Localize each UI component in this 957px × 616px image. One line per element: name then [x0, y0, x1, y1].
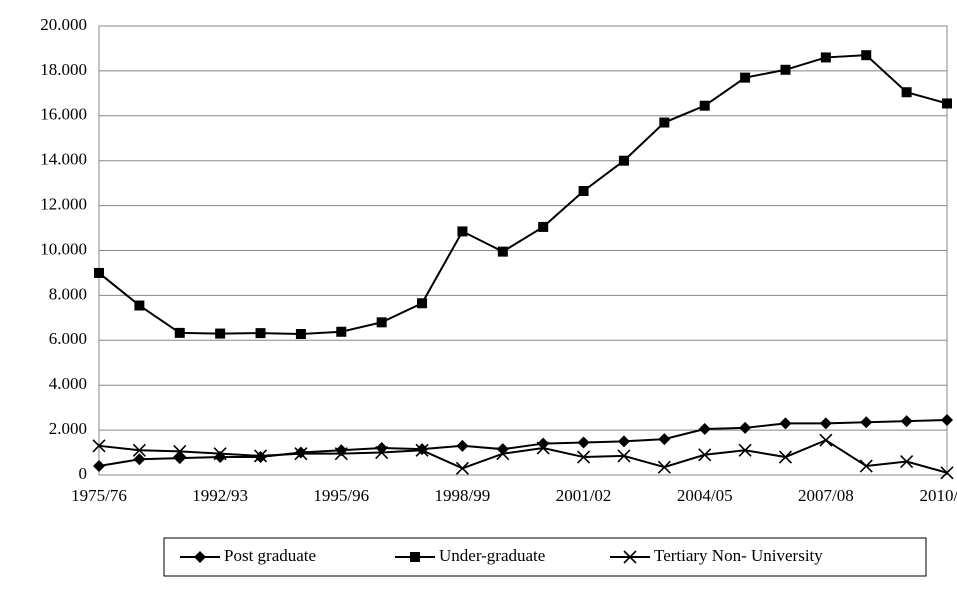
marker — [215, 328, 226, 339]
marker — [577, 436, 590, 449]
marker — [417, 298, 428, 309]
marker — [94, 267, 104, 278]
x-tick-label: 2007/08 — [798, 486, 854, 505]
marker — [901, 87, 912, 98]
marker — [860, 416, 873, 429]
marker — [415, 443, 429, 457]
marker — [134, 300, 145, 311]
marker — [780, 64, 791, 75]
marker — [900, 454, 914, 469]
marker — [496, 443, 509, 456]
marker — [410, 552, 420, 562]
marker — [740, 72, 751, 83]
series-line — [98, 418, 948, 468]
y-tick-label: 0 — [79, 464, 88, 483]
marker — [537, 437, 550, 450]
marker — [92, 439, 106, 453]
legend-box — [163, 537, 927, 577]
marker — [456, 439, 469, 452]
plot-border — [98, 25, 948, 476]
marker — [618, 155, 629, 166]
marker — [294, 447, 308, 461]
y-tick-label: 16.000 — [40, 105, 87, 124]
marker — [455, 461, 469, 475]
x-tick-label: 2004/05 — [677, 486, 733, 505]
marker — [173, 444, 187, 458]
marker — [578, 186, 589, 197]
y-tick-label: 20.000 — [40, 15, 87, 34]
marker — [496, 447, 510, 461]
marker — [820, 52, 831, 63]
legend-label: Under-graduate — [439, 546, 545, 565]
marker — [253, 449, 268, 463]
marker — [657, 460, 671, 474]
y-tick-label: 14.000 — [40, 150, 87, 169]
y-tick-label: 18.000 — [40, 60, 87, 79]
y-tick-label: 4.000 — [49, 374, 87, 393]
marker — [334, 447, 348, 461]
marker — [497, 246, 508, 257]
marker — [376, 317, 387, 328]
marker — [699, 100, 710, 111]
marker — [698, 422, 711, 435]
marker — [779, 417, 792, 430]
marker — [819, 433, 833, 447]
marker — [213, 447, 227, 461]
marker — [255, 328, 266, 339]
marker — [942, 98, 952, 109]
marker — [778, 450, 793, 464]
marker — [617, 435, 630, 448]
legend-label: Tertiary Non- University — [654, 546, 823, 565]
marker — [375, 445, 389, 460]
marker — [174, 327, 185, 338]
x-tick-label: 2001/02 — [556, 486, 612, 505]
marker — [536, 441, 550, 455]
marker — [617, 449, 631, 463]
marker — [295, 329, 306, 340]
x-tick-label: 1992/93 — [192, 486, 248, 505]
marker — [861, 50, 872, 61]
marker — [738, 443, 752, 457]
x-tick-label: 1995/96 — [313, 486, 369, 505]
marker — [538, 221, 549, 232]
y-tick-label: 2.000 — [49, 419, 87, 438]
marker — [623, 550, 637, 564]
marker — [457, 226, 468, 237]
y-tick-label: 12.000 — [40, 195, 87, 214]
y-tick-label: 8.000 — [49, 284, 87, 303]
x-tick-label: 1998/99 — [435, 486, 491, 505]
marker — [739, 421, 752, 434]
marker — [132, 443, 146, 457]
y-tick-label: 10.000 — [40, 239, 87, 258]
marker — [133, 453, 146, 466]
marker — [859, 459, 873, 473]
x-tick-label: 2010/11 — [919, 486, 957, 505]
marker — [941, 413, 953, 426]
marker — [173, 452, 186, 465]
series-line — [98, 439, 948, 474]
marker — [900, 415, 913, 428]
series-line — [98, 54, 948, 336]
marker — [819, 417, 832, 430]
x-tick-label: 1975/76 — [71, 486, 127, 505]
marker — [375, 442, 388, 455]
marker — [93, 460, 105, 473]
y-tick-label: 6.000 — [49, 329, 87, 348]
marker — [698, 448, 712, 462]
marker — [940, 466, 954, 480]
marker — [659, 117, 670, 128]
marker — [577, 450, 591, 464]
legend-label: Post graduate — [224, 546, 316, 565]
marker — [658, 433, 671, 446]
marker — [336, 326, 347, 337]
marker — [194, 551, 206, 563]
